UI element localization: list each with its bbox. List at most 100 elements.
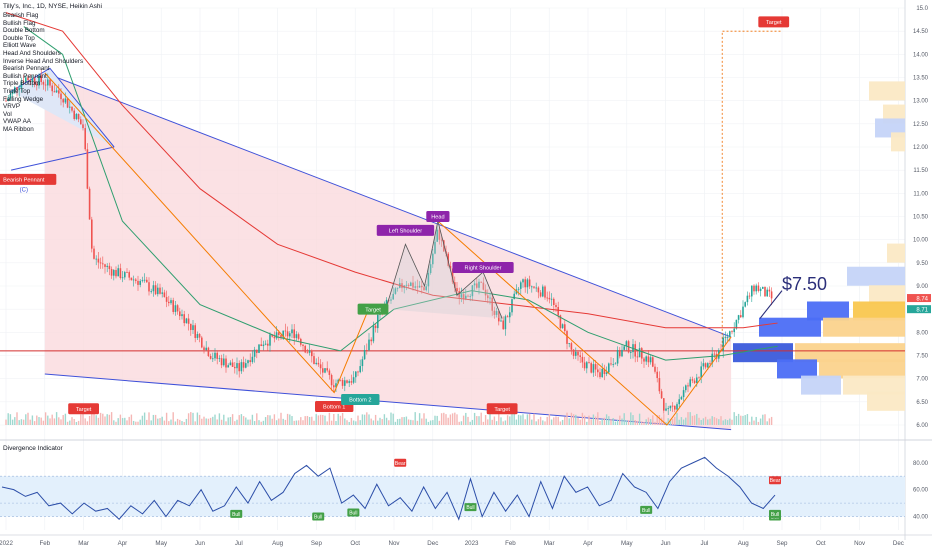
candle-body [744, 302, 746, 307]
indicator-item[interactable]: Triple Bottom [3, 80, 41, 88]
volume-bar [438, 420, 441, 425]
indicator-item[interactable]: Inverse Head And Shoulders [3, 57, 84, 65]
y-tick-label: 15.0 [916, 6, 928, 12]
indicator-item[interactable]: Head And Shoulders [3, 49, 61, 57]
indicator-item[interactable]: Elliott Wave [3, 42, 37, 50]
volume-bar [324, 415, 326, 425]
candle-body [238, 363, 240, 372]
candle-body [165, 297, 168, 302]
volume-bar [748, 421, 751, 425]
volume-bar [583, 415, 586, 425]
candle-body [643, 358, 645, 362]
pattern-label-box [376, 224, 435, 236]
indicator-item[interactable]: Bullish Pennant [3, 72, 47, 80]
volume-profile-bar [891, 132, 905, 152]
candle-body [696, 377, 698, 383]
volume-bar [390, 412, 392, 425]
candle-body [374, 325, 377, 329]
indicator-item[interactable]: Double Bottom [3, 27, 45, 35]
candle-body [339, 379, 342, 381]
volume-bar [317, 415, 320, 425]
indicator-item[interactable]: Triple Top [3, 87, 31, 95]
volume-bar [256, 413, 258, 425]
elliott-line-2 [437, 220, 732, 426]
candle-body [528, 279, 531, 287]
volume-bar [742, 415, 744, 425]
volume-bar [555, 416, 557, 425]
candle-body [187, 318, 190, 324]
indicator-item[interactable]: Falling Wedge [3, 95, 44, 103]
candle-body [680, 397, 683, 400]
candle-body [286, 331, 289, 337]
volume-bar [289, 414, 291, 425]
volume-bar [124, 417, 126, 425]
candle-body [572, 349, 575, 356]
volume-bar [484, 415, 487, 425]
indicator-item[interactable]: VWAP AA [3, 118, 31, 126]
candle-body [671, 405, 674, 407]
candle-body [394, 288, 397, 294]
volume-bar [319, 414, 322, 425]
y-tick-label: 12.50 [913, 122, 929, 128]
candle-body [137, 280, 139, 285]
indicator-item[interactable]: Double Top [3, 34, 35, 42]
volume-bar [383, 414, 386, 425]
indicator-item[interactable]: Bearish Pennant [3, 65, 50, 73]
volume-bar [223, 414, 225, 425]
candle-body [311, 350, 313, 357]
volume-bar [432, 420, 434, 425]
indicator-item[interactable]: Bearish Flag [3, 12, 39, 19]
volume-bar [399, 418, 401, 425]
candle-body [146, 279, 148, 283]
candle-body [421, 285, 423, 288]
indicator-item[interactable]: Bullish Flag [3, 19, 36, 27]
y-tick-label: 11.00 [913, 191, 928, 197]
volume-bar [535, 421, 537, 425]
volume-bar [504, 420, 507, 425]
candle-body [88, 188, 91, 220]
volume-bar [462, 415, 465, 425]
volume-bar [456, 414, 458, 425]
volume-bar [531, 419, 533, 425]
volume-bar [141, 415, 144, 425]
candle-body [764, 286, 766, 297]
volume-bar [47, 415, 49, 425]
candle-body [616, 350, 619, 364]
pattern-label: Bottom 2 [349, 398, 371, 404]
candle-body [451, 268, 454, 283]
candle-body [498, 311, 500, 322]
candle-body [152, 285, 155, 292]
volume-bar [542, 420, 544, 425]
volume-bar [498, 413, 500, 425]
candle-body [22, 81, 25, 83]
candle-body [275, 332, 278, 339]
divergence-label-box [769, 476, 781, 485]
candle-body [7, 98, 9, 101]
indicator-item[interactable]: MA Ribbon [3, 125, 34, 133]
candle-body [385, 299, 388, 306]
volume-bar [696, 413, 698, 425]
volume-bar [759, 418, 762, 425]
candle-body [75, 113, 78, 119]
candle-body [489, 297, 491, 299]
volume-bar [495, 421, 498, 425]
volume-bar [194, 421, 196, 425]
current-price-text: 8.74 [916, 296, 928, 302]
volume-bar [581, 412, 584, 425]
indicator-item[interactable]: Vol [3, 110, 12, 118]
candle-body [691, 379, 694, 381]
volume-bar [115, 421, 117, 425]
candle-body [418, 285, 421, 288]
volume-bar [515, 419, 518, 425]
candle-body [746, 295, 749, 303]
volume-bar [652, 415, 654, 425]
volume-bar [561, 419, 564, 425]
candle-body [685, 385, 687, 391]
candle-body [592, 364, 595, 373]
volume-bar [553, 417, 555, 425]
candle-body [608, 363, 610, 373]
candle-body [357, 371, 359, 373]
indicator-item[interactable]: VRVP [3, 103, 21, 111]
volume-bar [218, 413, 221, 425]
candle-body [110, 269, 113, 276]
